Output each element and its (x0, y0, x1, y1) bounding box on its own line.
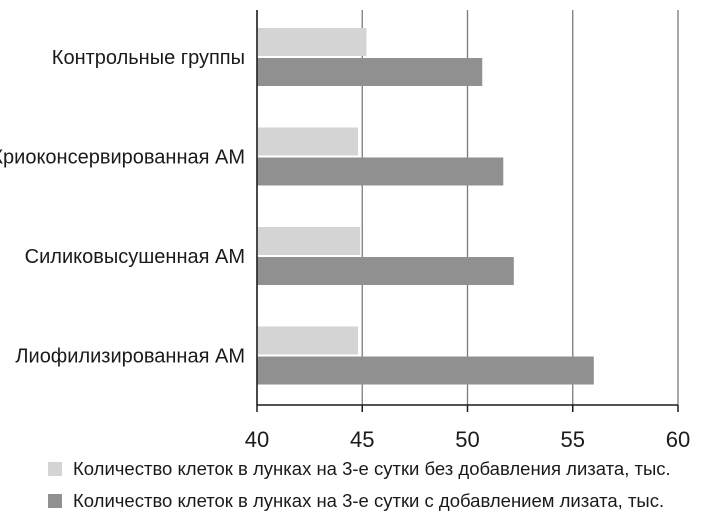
category-label-3: Силиковысушенная АМ (25, 246, 245, 268)
bar-without-lysate-4 (257, 326, 359, 355)
bar-with-lysate-4 (257, 356, 594, 385)
legend-swatch-2 (48, 494, 62, 508)
x-tick-label-55: 55 (561, 427, 585, 452)
category-label-4: Лиофилизированная АМ (15, 346, 245, 368)
bar-without-lysate-2 (257, 127, 359, 156)
bar-with-lysate-3 (257, 257, 514, 285)
bars (257, 28, 594, 385)
bar-with-lysate-2 (257, 157, 504, 186)
legend-label-1: Количество клеток в лунках на 3-е сутки … (73, 458, 671, 479)
legend-label-2: Количество клеток в лунках на 3-е сутки … (73, 490, 664, 511)
x-tick-labels: 40 45 50 55 60 (245, 427, 690, 452)
bar-with-lysate-1 (257, 58, 483, 86)
x-tick-label-60: 60 (666, 427, 690, 452)
category-labels: Контрольные группы Криоконсервированная А… (0, 47, 245, 368)
axes (256, 10, 679, 412)
category-label-1: Контрольные группы (52, 47, 245, 69)
legend: Количество клеток в лунках на 3-е сутки … (48, 458, 671, 511)
x-tick-label-45: 45 (350, 427, 374, 452)
bar-without-lysate-1 (257, 28, 367, 56)
legend-swatch-1 (48, 462, 62, 476)
category-label-2: Криоконсервированная АМ (0, 147, 245, 169)
x-tick-label-50: 50 (455, 427, 479, 452)
x-tick-label-40: 40 (245, 427, 269, 452)
bar-without-lysate-3 (257, 227, 361, 255)
